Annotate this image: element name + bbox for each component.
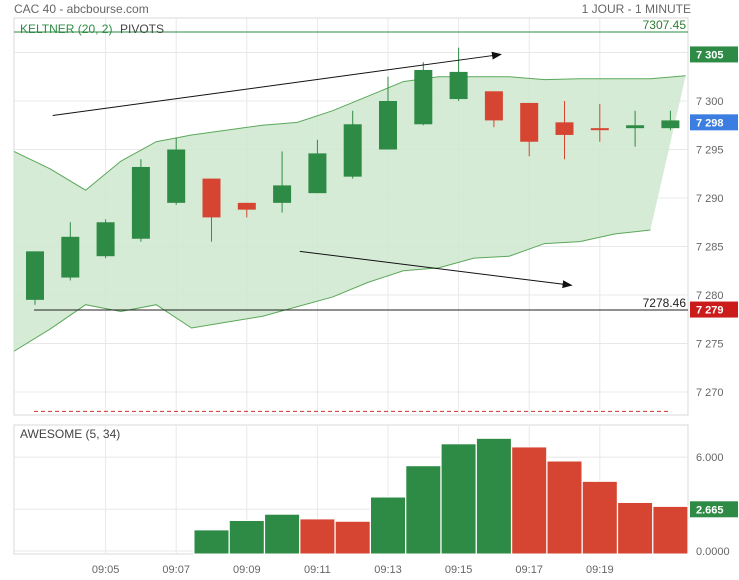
candle-up xyxy=(626,125,645,129)
keltner-lower-line xyxy=(13,229,651,352)
candle-up xyxy=(96,222,115,257)
x-tick-label: 09:17 xyxy=(515,564,543,576)
candle-up xyxy=(308,153,327,194)
pivot-price-tag: 7 279 xyxy=(696,305,724,317)
keltner-band xyxy=(14,75,686,352)
candle-up xyxy=(61,236,80,278)
osc-last-value-tag: 2.665 xyxy=(696,504,724,516)
timeframe-label: 1 JOUR - 1 MINUTE xyxy=(581,2,691,16)
y-tick-label: 7 295 xyxy=(696,145,724,157)
candle-down xyxy=(237,202,256,210)
candle-down xyxy=(590,128,609,131)
x-tick-label: 09:15 xyxy=(445,564,473,576)
x-tick-label: 09:19 xyxy=(586,564,614,576)
candle-up xyxy=(661,120,680,129)
osc-y-tick: 6.000 xyxy=(696,452,724,464)
candle-up xyxy=(26,251,44,300)
y-tick-label: 7 290 xyxy=(696,193,724,205)
last-price-tag-bg xyxy=(690,114,738,131)
pivot-price-tag-bg xyxy=(690,301,738,318)
last-price-tag: 7 298 xyxy=(696,117,724,129)
candle-up xyxy=(167,149,186,203)
upper-price-tag-bg xyxy=(690,46,738,63)
y-tick-label: 7 280 xyxy=(696,290,724,302)
ao-bar-down xyxy=(581,480,618,555)
y-tick-label: 7 270 xyxy=(696,387,724,399)
ao-bar-up xyxy=(475,437,512,555)
ao-bar-down xyxy=(652,505,689,555)
x-tick-label: 09:05 xyxy=(92,564,120,576)
ao-bar-down xyxy=(617,501,654,555)
candle-down xyxy=(520,102,539,142)
keltner-upper-line xyxy=(13,75,686,191)
upper-price-tag: 7 305 xyxy=(696,49,724,61)
ao-bar-down xyxy=(334,520,371,555)
osc-y-tick: 0.0000 xyxy=(696,546,730,558)
ao-bar-up xyxy=(193,529,230,555)
ao-bar-up xyxy=(440,443,477,555)
y-tick-label: 7 285 xyxy=(696,242,724,254)
osc-last-value-tag-bg xyxy=(690,501,738,518)
instrument-title: CAC 40 - abcbourse.com xyxy=(14,2,149,16)
ao-bar-down xyxy=(299,518,336,555)
x-tick-label: 09:13 xyxy=(374,564,402,576)
candle-up xyxy=(131,166,150,239)
candle-up xyxy=(343,124,362,177)
x-tick-label: 09:07 xyxy=(162,564,190,576)
ao-bar-up xyxy=(370,496,406,555)
trend-arrow xyxy=(52,51,502,117)
candle-down xyxy=(202,178,221,218)
candle-down xyxy=(484,91,503,121)
y-tick-label: 7 300 xyxy=(696,96,724,108)
candle-up xyxy=(379,101,397,150)
keltner-indicator-label: KELTNER (20, 2) xyxy=(20,22,112,36)
y-tick-label: 7 275 xyxy=(696,339,724,351)
candle-down xyxy=(555,122,574,135)
candle-up xyxy=(273,185,292,203)
trend-arrow xyxy=(299,250,573,289)
pivot-value: 7278.46 xyxy=(643,296,687,310)
ao-bar-up xyxy=(228,519,265,555)
ao-bar-up xyxy=(264,513,301,555)
awesome-oscillator-title: AWESOME (5, 34) xyxy=(20,427,120,441)
pivots-indicator-label: PIVOTS xyxy=(120,22,164,36)
ao-bar-up xyxy=(405,465,442,555)
keltner-upper-value: 7307.45 xyxy=(643,18,687,32)
candle-up xyxy=(414,69,433,125)
ao-bar-down xyxy=(546,460,583,555)
candle-up xyxy=(449,71,468,100)
ao-bar-down xyxy=(511,446,548,555)
x-tick-label: 09:11 xyxy=(304,564,331,576)
x-tick-label: 09:09 xyxy=(233,564,261,576)
